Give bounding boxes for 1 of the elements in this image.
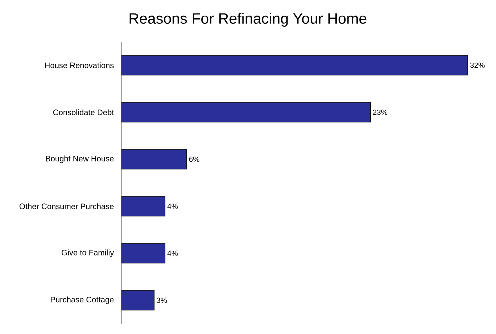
chart-title: Reasons For Refinacing Your Home (130, 13, 367, 27)
